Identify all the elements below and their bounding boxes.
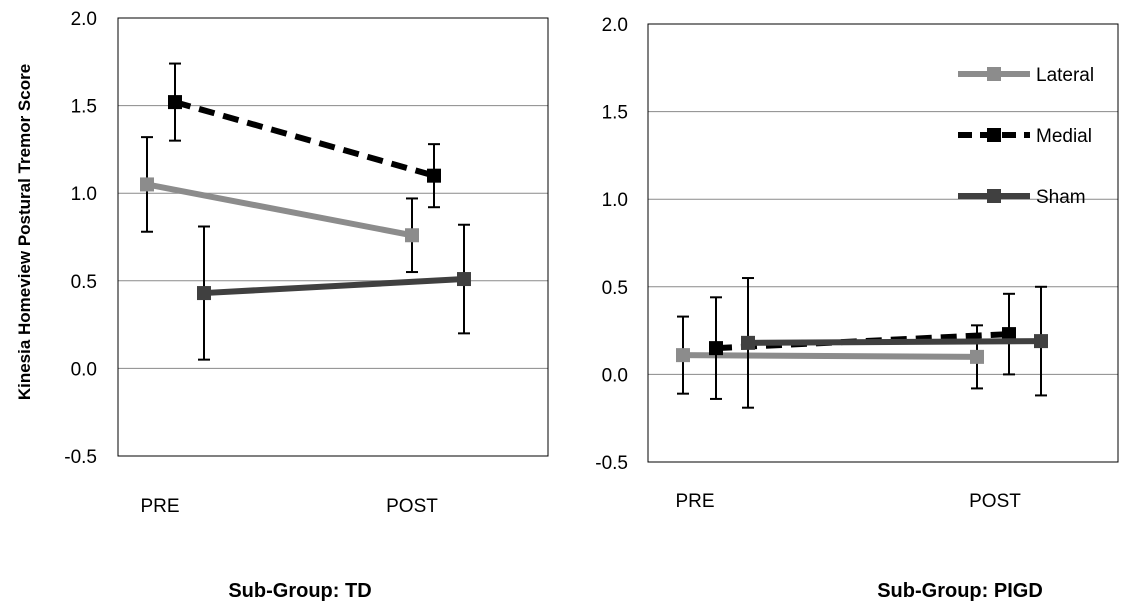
y-tick-label: 2.0 bbox=[71, 9, 97, 30]
data-point bbox=[709, 341, 723, 356]
data-point bbox=[970, 349, 984, 364]
data-point bbox=[427, 168, 441, 183]
y-tick-label: -0.5 bbox=[64, 447, 97, 468]
x-category-label: POST bbox=[969, 491, 1021, 512]
x-category-label: PRE bbox=[675, 491, 714, 512]
data-point bbox=[676, 348, 690, 363]
series-sham bbox=[197, 223, 471, 361]
y-tick-label: 0.5 bbox=[71, 272, 97, 293]
legend-swatch-marker bbox=[987, 189, 1001, 203]
y-tick-label: 1.5 bbox=[602, 103, 628, 124]
series-line bbox=[747, 338, 1042, 346]
series-line bbox=[682, 352, 978, 360]
x-category-label: PRE bbox=[140, 496, 179, 517]
chart-title-pigd: Sub-Group: PIGD bbox=[877, 580, 1043, 602]
legend-entry-lateral: Lateral bbox=[958, 65, 1094, 86]
data-point bbox=[457, 272, 471, 287]
y-tick-label: 1.0 bbox=[602, 190, 628, 211]
data-point bbox=[405, 228, 419, 243]
series-sham bbox=[741, 277, 1048, 409]
legend: Lateral Medial Sham bbox=[958, 65, 1094, 208]
legend-entry-sham: Sham bbox=[958, 187, 1086, 208]
y-axis-label: Kinesia Homeview Postural Tremor Score bbox=[15, 64, 34, 400]
data-point bbox=[1002, 327, 1016, 342]
legend-label: Sham bbox=[1036, 187, 1086, 208]
y-tick-label: 0.0 bbox=[602, 365, 628, 386]
data-point bbox=[741, 335, 755, 350]
series-lateral bbox=[140, 136, 419, 274]
y-tick-label: -0.5 bbox=[595, 453, 628, 474]
legend-swatch-marker bbox=[987, 67, 1001, 81]
y-tick-label: 1.5 bbox=[71, 97, 97, 118]
series-line bbox=[146, 181, 413, 239]
chart-panel-pigd: 2.0 1.5 1.0 0.5 0.0 -0.5 PRE POST bbox=[595, 15, 1119, 512]
legend-label: Lateral bbox=[1036, 65, 1094, 86]
legend-label: Medial bbox=[1036, 126, 1092, 147]
y-tick-label: 1.0 bbox=[71, 184, 97, 205]
data-point bbox=[1034, 334, 1048, 349]
x-category-label: POST bbox=[386, 496, 438, 517]
series-line bbox=[174, 99, 435, 179]
series-lateral bbox=[676, 315, 984, 395]
data-point bbox=[197, 286, 211, 301]
y-tick-label: 2.0 bbox=[602, 15, 628, 36]
data-point bbox=[140, 177, 154, 192]
y-tick-label: 0.0 bbox=[71, 359, 97, 380]
series-medial bbox=[168, 62, 441, 209]
series-line bbox=[203, 276, 465, 297]
plot-area-border bbox=[647, 23, 1119, 463]
series-medial bbox=[709, 292, 1016, 400]
chart-panel-td: 2.0 1.5 1.0 0.5 0.0 -0.5 PRE POST bbox=[64, 9, 549, 517]
y-tick-label: 0.5 bbox=[602, 278, 628, 299]
plot-area-border bbox=[117, 17, 549, 457]
legend-entry-medial: Medial bbox=[958, 126, 1092, 147]
chart-title-td: Sub-Group: TD bbox=[228, 580, 371, 602]
legend-swatch-marker bbox=[987, 128, 1001, 142]
data-point bbox=[168, 95, 182, 110]
